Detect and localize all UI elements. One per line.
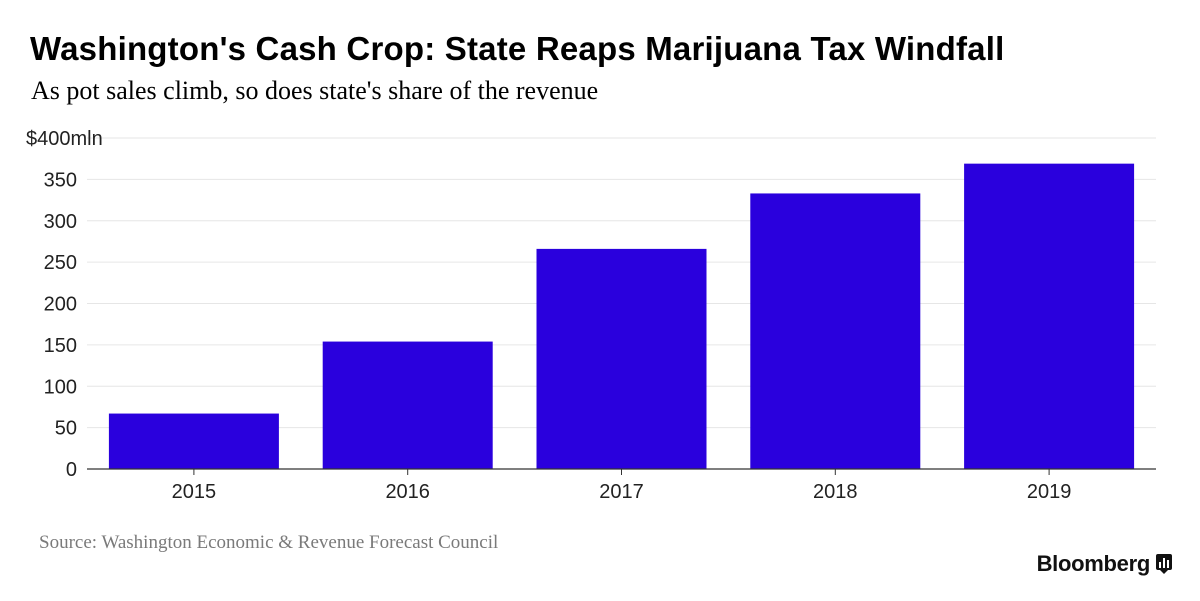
source-note: Source: Washington Economic & Revenue Fo… [39,532,499,553]
x-tick-label: 2019 [1027,481,1072,503]
x-tick-label: 2015 [172,481,217,503]
bar-2018 [750,193,921,469]
y-tick-label: 100 [44,376,77,398]
bars [108,163,1135,469]
chart-subtitle: As pot sales climb, so does state's shar… [31,76,599,105]
bar-2019 [964,163,1135,469]
y-tick-label: 150 [44,335,77,357]
x-tick-label: 2017 [599,481,644,503]
bar-2017 [536,248,707,469]
bar-2016 [322,341,493,469]
axes: 0 50 100 150 200 250 300 350 $400mln 2015 2016 2017… [26,128,1156,503]
chart-icon [1156,554,1172,574]
brand-name: Bloomberg [1036,551,1151,576]
y-tick-label: $400mln [26,128,103,150]
bloomberg-logo: Bloomberg [1037,550,1172,578]
y-tick-label: 50 [55,418,77,440]
x-tick-label: 2018 [813,481,858,503]
y-tick-label: 250 [44,252,77,274]
bar-2015 [108,413,279,469]
chart-title: Washington's Cash Crop: State Reaps Mari… [30,30,1005,67]
y-tick-label: 350 [44,169,77,191]
y-tick-label: 0 [66,459,77,481]
x-tick-label: 2016 [385,481,430,503]
y-tick-label: 200 [44,294,77,316]
y-tick-label: 300 [44,211,77,233]
